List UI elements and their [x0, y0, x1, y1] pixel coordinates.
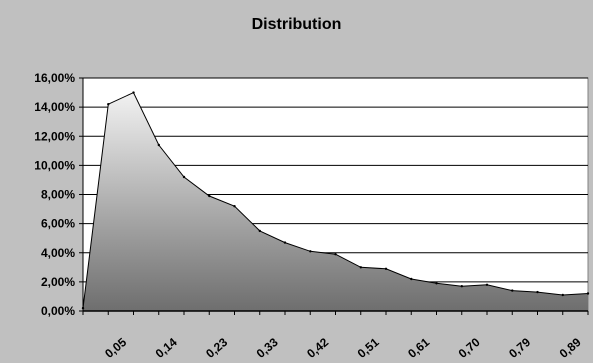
data-point [460, 285, 463, 288]
data-point [182, 175, 186, 179]
data-point [283, 241, 287, 244]
data-point [208, 194, 211, 198]
y-tick-label: 0,00% [41, 304, 75, 318]
x-tick-label: 0,51 [355, 335, 382, 361]
y-tick-label: 2,00% [41, 275, 75, 289]
x-tick-label: 0,61 [405, 335, 432, 361]
data-point [258, 229, 261, 233]
y-tick-label: 8,00% [41, 188, 75, 202]
x-tick-label: 0,89 [557, 335, 584, 361]
data-point [132, 91, 135, 94]
y-tick-label: 12,00% [34, 129, 75, 143]
data-point [384, 267, 388, 270]
data-point [435, 282, 438, 285]
area-fill [83, 92, 588, 311]
y-tick-label: 10,00% [34, 158, 75, 172]
x-tick-label: 0,79 [506, 335, 533, 361]
data-point [410, 277, 413, 281]
data-point [233, 205, 236, 208]
y-tick-label: 14,00% [34, 100, 75, 114]
data-point [536, 290, 539, 294]
data-point [586, 292, 590, 295]
data-point [107, 103, 110, 106]
x-tick-label: 0,05 [102, 335, 129, 361]
x-tick-label: 0,23 [203, 335, 230, 361]
data-point [309, 250, 312, 253]
data-point [334, 253, 337, 256]
data-point [157, 143, 160, 147]
data-point [511, 289, 514, 292]
x-tick-label: 0,33 [254, 335, 281, 361]
data-point [561, 293, 564, 297]
data-point [359, 266, 362, 269]
x-tick-label: 0,42 [304, 335, 331, 361]
data-point [485, 283, 489, 286]
x-tick-label: 0,70 [456, 335, 483, 361]
y-tick-label: 4,00% [41, 246, 75, 260]
y-tick-label: 16,00% [34, 71, 75, 85]
chart-title: Distribution [251, 16, 342, 33]
y-tick-label: 6,00% [41, 217, 75, 231]
x-tick-label: 0,14 [153, 335, 180, 361]
